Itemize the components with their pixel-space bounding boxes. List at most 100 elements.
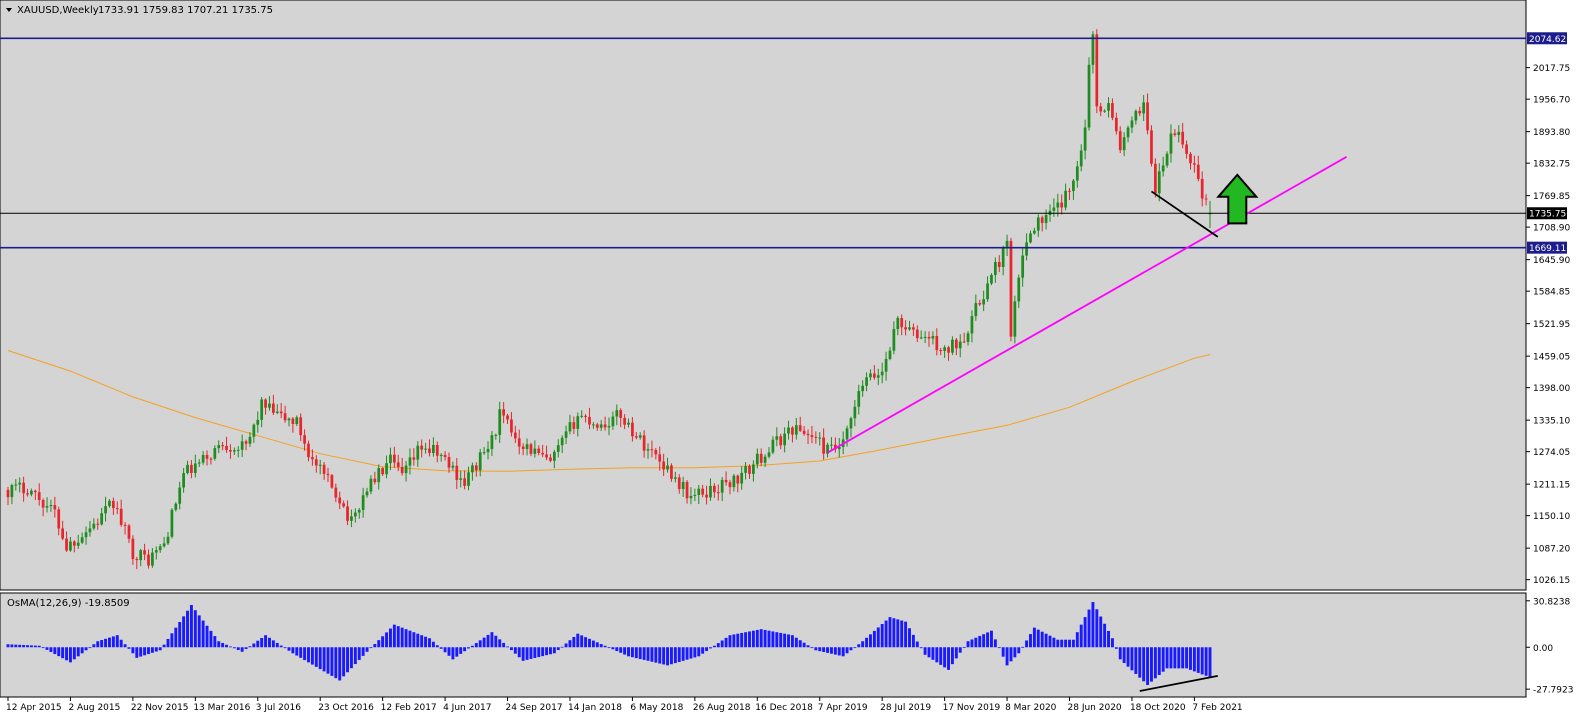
candle-body: [338, 497, 342, 504]
osma-bar: [826, 647, 830, 653]
candle-body: [908, 327, 911, 330]
candle-body: [880, 371, 884, 376]
osma-bar: [966, 641, 970, 648]
up-arrow-icon[interactable]: [1216, 173, 1259, 225]
osma-bar: [517, 647, 521, 658]
osma-bar: [642, 647, 646, 660]
candle-body: [377, 468, 381, 483]
candle-body: [1017, 277, 1021, 302]
price-pane[interactable]: [0, 0, 1527, 591]
osma-bar: [213, 636, 217, 648]
osma-bar: [701, 647, 705, 654]
osma-bar: [521, 647, 525, 661]
candle-body: [264, 399, 267, 408]
x-tick-label: 13 Mar 2016: [193, 703, 250, 713]
candle-body: [65, 538, 68, 551]
candle-body: [1068, 190, 1071, 192]
candle-body: [57, 509, 61, 529]
osma-bar: [568, 640, 572, 648]
candle-body: [236, 449, 240, 451]
osma-bar: [14, 644, 18, 648]
candle-body: [463, 478, 466, 486]
candle-body: [693, 494, 697, 497]
divergence-trendline[interactable]: [1150, 190, 1219, 238]
candle-body: [1060, 202, 1064, 208]
osma-bar: [435, 645, 439, 648]
candle-body: [490, 435, 494, 449]
candle-body: [412, 457, 416, 460]
candle-body: [529, 444, 533, 454]
osma-bar: [685, 647, 689, 660]
level-price-label: 2074.62: [1529, 35, 1566, 45]
osma-bar: [1153, 647, 1157, 679]
osma-bar: [314, 647, 318, 667]
osma-bar: [225, 644, 229, 648]
osma-bar: [900, 620, 904, 648]
candle-body: [170, 509, 174, 537]
osma-bar: [783, 633, 787, 648]
candle-body: [53, 505, 57, 510]
osma-bar: [361, 647, 365, 656]
candle-body: [1025, 242, 1028, 256]
osma-bar: [822, 647, 826, 652]
osma-bar: [908, 628, 911, 648]
candle-body: [1099, 106, 1103, 112]
osma-bar: [412, 632, 416, 648]
osma-bar: [947, 647, 950, 670]
candle-body: [209, 458, 213, 460]
candle-body: [1056, 202, 1060, 208]
candle-body: [658, 454, 662, 462]
osma-bar: [61, 647, 65, 659]
candle-body: [392, 454, 396, 463]
osma-bar: [439, 647, 443, 649]
candle-body: [432, 444, 435, 454]
osma-bar: [166, 638, 170, 648]
osma-bar: [502, 642, 506, 648]
osma-bar: [330, 647, 334, 676]
candle-body: [346, 506, 349, 521]
candle-body: [201, 455, 205, 463]
candle-body: [295, 417, 299, 425]
osma-bar: [1083, 617, 1087, 648]
candle-body: [993, 261, 997, 275]
candle-body: [1138, 110, 1142, 114]
osma-bar: [1173, 647, 1177, 669]
osma-y-tick-label: 0.00: [1533, 644, 1553, 654]
candle-body: [381, 468, 385, 475]
candle-body: [459, 478, 463, 480]
osma-bar: [349, 647, 353, 669]
osma-bar: [295, 647, 299, 656]
osma-bar: [139, 647, 143, 657]
osma-bar: [837, 647, 841, 656]
dropdown-triangle-icon[interactable]: [6, 8, 12, 12]
osma-bar: [1025, 640, 1029, 648]
osma-bar: [911, 634, 915, 648]
osma-bar: [861, 641, 865, 648]
osma-bar: [162, 644, 166, 648]
osma-bar: [178, 622, 182, 648]
candle-body: [1118, 131, 1122, 151]
candle-body: [1095, 34, 1099, 107]
candle-body: [943, 347, 946, 351]
osma-y-tick-label: -27.7923: [1533, 686, 1573, 696]
candle-body: [810, 435, 814, 437]
osma-bar: [404, 629, 408, 648]
candle-body: [904, 327, 907, 330]
osma-bar: [338, 647, 342, 681]
candle-body: [225, 445, 228, 450]
osma-bar: [1021, 646, 1025, 648]
candle-body: [1161, 165, 1165, 172]
osma-pane[interactable]: [0, 592, 1527, 698]
candle-body: [931, 336, 935, 339]
candle-body: [837, 446, 841, 450]
osma-divergence-trendline[interactable]: [1139, 675, 1218, 692]
candle-body: [1122, 137, 1126, 151]
osma-bar: [310, 647, 314, 665]
candle-body: [221, 445, 225, 447]
osma-bar: [420, 635, 424, 648]
candle-body: [1075, 166, 1079, 181]
osma-bar: [150, 647, 154, 653]
osma-bar: [396, 626, 400, 648]
support-trendline[interactable]: [827, 156, 1348, 454]
